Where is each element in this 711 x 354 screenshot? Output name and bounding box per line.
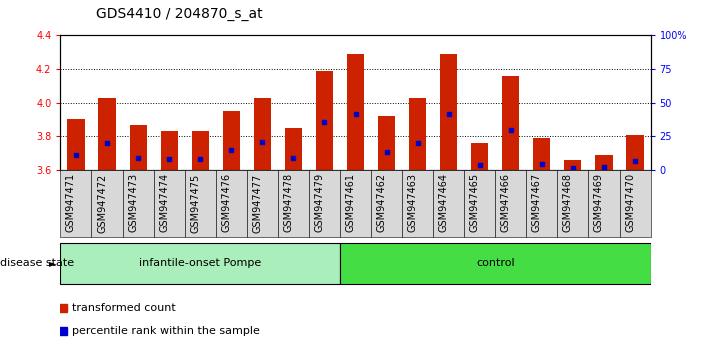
Bar <box>161 131 178 170</box>
Bar <box>378 116 395 170</box>
Text: GSM947474: GSM947474 <box>159 173 169 233</box>
Text: GDS4410 / 204870_s_at: GDS4410 / 204870_s_at <box>96 7 262 21</box>
Bar <box>402 170 433 237</box>
Text: infantile-onset Pompe: infantile-onset Pompe <box>139 258 262 268</box>
Bar <box>154 170 185 237</box>
Text: GSM947470: GSM947470 <box>625 173 635 233</box>
Text: GSM947476: GSM947476 <box>221 173 231 233</box>
Text: GSM947472: GSM947472 <box>97 173 107 233</box>
Text: GSM947478: GSM947478 <box>284 173 294 233</box>
Bar <box>254 98 271 170</box>
Bar <box>496 170 526 237</box>
Bar <box>464 170 496 237</box>
Bar <box>471 143 488 170</box>
Bar <box>371 170 402 237</box>
Bar <box>347 54 364 170</box>
Bar <box>68 120 85 170</box>
Text: GSM947461: GSM947461 <box>346 173 356 232</box>
Bar <box>340 243 651 285</box>
Bar <box>309 170 340 237</box>
Bar <box>215 170 247 237</box>
Bar <box>99 98 116 170</box>
Bar <box>626 135 643 170</box>
Text: GSM947477: GSM947477 <box>252 173 262 233</box>
Bar <box>278 170 309 237</box>
Text: percentile rank within the sample: percentile rank within the sample <box>73 326 260 336</box>
Text: GSM947465: GSM947465 <box>470 173 480 233</box>
Text: disease state: disease state <box>0 258 74 268</box>
Text: control: control <box>476 258 515 268</box>
Text: GSM947471: GSM947471 <box>66 173 76 233</box>
Bar <box>60 243 340 285</box>
Bar <box>440 54 457 170</box>
Bar <box>595 155 612 170</box>
Bar <box>565 160 582 170</box>
Text: GSM947473: GSM947473 <box>128 173 138 233</box>
Bar <box>433 170 464 237</box>
Bar <box>60 170 92 237</box>
Text: GSM947479: GSM947479 <box>314 173 324 233</box>
Bar <box>185 170 215 237</box>
Text: GSM947464: GSM947464 <box>439 173 449 232</box>
Bar <box>192 131 209 170</box>
Text: GSM947466: GSM947466 <box>501 173 510 232</box>
Bar <box>409 98 426 170</box>
Bar <box>247 170 278 237</box>
Bar <box>316 71 333 170</box>
Bar <box>223 111 240 170</box>
Text: GSM947469: GSM947469 <box>594 173 604 232</box>
Bar <box>340 170 371 237</box>
Bar <box>285 128 302 170</box>
Bar <box>92 170 122 237</box>
Text: GSM947468: GSM947468 <box>563 173 573 232</box>
Bar <box>619 170 651 237</box>
Bar <box>533 138 550 170</box>
Bar <box>526 170 557 237</box>
Bar <box>122 170 154 237</box>
Bar <box>589 170 619 237</box>
Bar <box>129 125 146 170</box>
Bar <box>502 76 519 170</box>
Text: GSM947475: GSM947475 <box>191 173 201 233</box>
Bar <box>557 170 589 237</box>
Text: ►: ► <box>49 258 57 268</box>
Text: GSM947467: GSM947467 <box>532 173 542 233</box>
Text: transformed count: transformed count <box>73 303 176 313</box>
Text: GSM947462: GSM947462 <box>377 173 387 233</box>
Text: GSM947463: GSM947463 <box>407 173 417 232</box>
